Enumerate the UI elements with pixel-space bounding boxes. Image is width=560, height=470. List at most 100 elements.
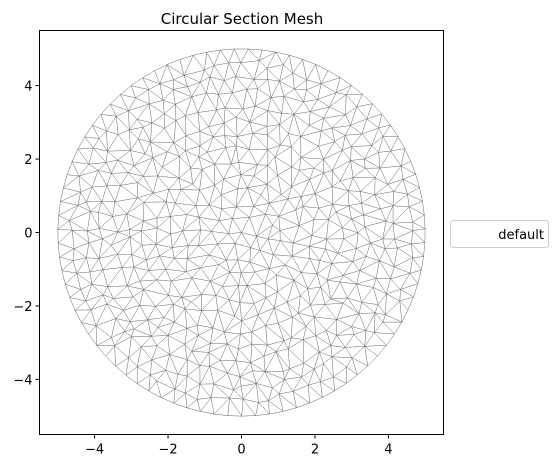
mesh-edge	[293, 242, 310, 247]
mesh-edge	[228, 48, 235, 63]
mesh-edge	[345, 85, 352, 95]
mesh-edge	[239, 362, 251, 377]
mesh-edge	[168, 281, 172, 296]
mesh-edge	[125, 375, 138, 384]
mesh-edge	[214, 185, 222, 196]
mesh-edge	[137, 176, 144, 183]
mesh-edge	[241, 217, 250, 233]
mesh-edge	[336, 92, 347, 95]
mesh-edge	[117, 253, 123, 268]
mesh-edge	[328, 204, 333, 220]
mesh-edge	[298, 304, 311, 314]
mesh-edge	[356, 242, 371, 249]
mesh-edge	[331, 127, 335, 142]
mesh-edge	[159, 255, 175, 259]
mesh-edge	[148, 255, 160, 271]
mesh-edge	[356, 248, 367, 257]
mesh-edge	[91, 284, 108, 287]
mesh-edge	[256, 236, 269, 240]
mesh-edge	[128, 110, 130, 130]
mesh-edge	[300, 157, 315, 169]
mesh-edge	[106, 116, 117, 132]
mesh-edge	[76, 271, 91, 274]
mesh-edge	[317, 83, 322, 100]
mesh-edge	[130, 77, 143, 86]
mesh-edge	[208, 185, 215, 206]
mesh-edge	[300, 146, 319, 158]
mesh-edge	[220, 178, 224, 195]
mesh-edge	[327, 279, 341, 283]
mesh-edge	[226, 259, 231, 273]
mesh-edge	[266, 291, 278, 298]
mesh-edge	[228, 233, 236, 244]
mesh-edge	[229, 272, 239, 286]
mesh-edge	[384, 238, 395, 249]
mesh-edge	[309, 125, 322, 131]
mesh-edge	[69, 220, 88, 232]
mesh-edge	[249, 261, 270, 269]
mesh-edge	[124, 328, 135, 332]
mesh-edge	[361, 127, 379, 135]
mesh-edge	[348, 190, 362, 204]
mesh-edge	[299, 225, 313, 236]
mesh-edge	[85, 300, 92, 311]
mesh-edge	[260, 184, 268, 196]
mesh-edge	[323, 141, 335, 160]
mesh-edge	[151, 122, 165, 129]
mesh-edge	[200, 397, 212, 412]
mesh-edge	[131, 85, 149, 90]
mesh-edge	[310, 304, 326, 306]
mesh-edge	[214, 413, 228, 416]
mesh-edge	[229, 272, 242, 274]
mesh-edge	[213, 136, 227, 148]
mesh-edge	[155, 306, 165, 318]
mesh-edge	[361, 203, 364, 215]
mesh-edge	[350, 158, 365, 161]
mesh-edge	[336, 334, 355, 336]
mesh-edge	[277, 175, 292, 187]
mesh-edge	[253, 60, 260, 80]
mesh-edge	[191, 335, 199, 352]
mesh-edge	[101, 185, 108, 202]
mesh-edge	[238, 343, 252, 350]
mesh-edge	[77, 192, 81, 206]
mesh-edge	[251, 314, 259, 333]
mesh-edge	[72, 248, 75, 261]
mesh-edge	[318, 207, 329, 220]
mesh-edge	[417, 270, 422, 284]
mesh-edge	[125, 357, 129, 376]
mesh-edge	[264, 274, 277, 284]
mesh-edge	[146, 244, 157, 261]
mesh-edge	[375, 260, 380, 279]
mesh-edge	[228, 218, 233, 234]
mesh-edge	[246, 79, 255, 90]
mesh-edge	[214, 178, 224, 186]
mesh-edge	[283, 96, 304, 103]
mesh-edge	[323, 118, 333, 129]
mesh-edge	[179, 55, 194, 60]
mesh-edge	[313, 351, 320, 370]
mesh-edge	[173, 303, 185, 310]
mesh-edge	[274, 307, 293, 318]
mesh-edge	[361, 302, 379, 305]
mesh-edge	[174, 388, 186, 394]
mesh-edge	[314, 363, 324, 370]
mesh-edge	[400, 273, 411, 290]
mesh-edge	[362, 93, 373, 104]
mesh-edge	[267, 165, 278, 176]
mesh-edge	[88, 325, 97, 335]
mesh-edge	[269, 264, 286, 269]
mesh-edge	[111, 318, 117, 338]
mesh-edge	[291, 246, 310, 257]
mesh-edge	[293, 280, 301, 296]
mesh-edge	[218, 80, 225, 95]
mesh-edge	[102, 231, 119, 240]
mesh-edge	[207, 147, 226, 153]
mesh-edge	[258, 400, 269, 403]
mesh-edge	[102, 286, 108, 296]
mesh-edge	[246, 285, 267, 298]
mesh-edge	[86, 257, 100, 259]
mesh-edge	[165, 189, 170, 202]
mesh-edge	[279, 73, 293, 82]
mesh-edge	[199, 70, 205, 83]
